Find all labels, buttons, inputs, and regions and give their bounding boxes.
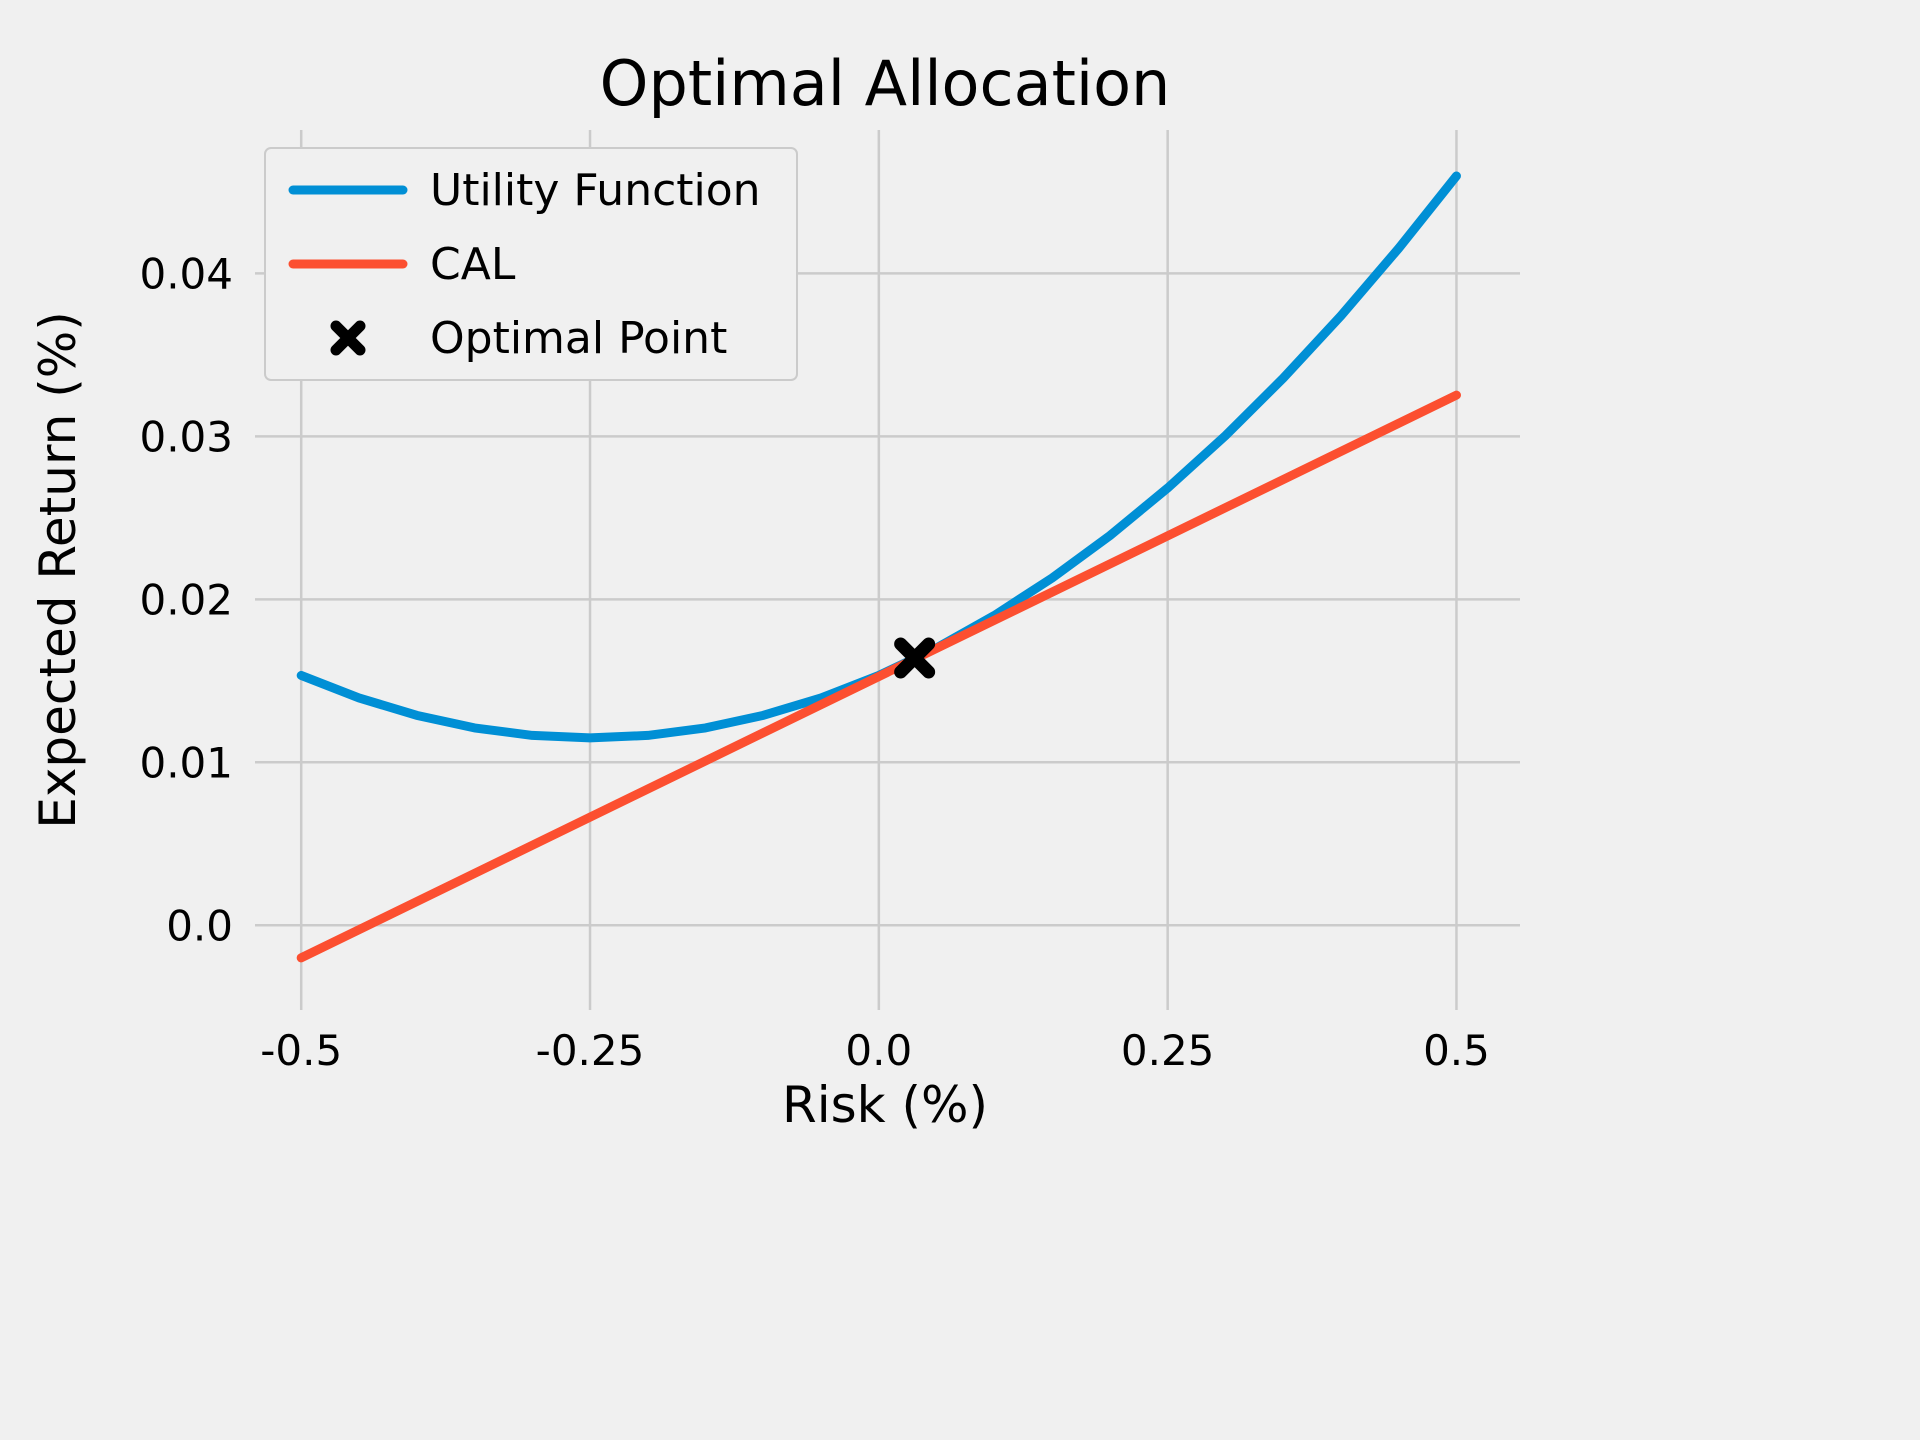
series-lines [296,171,1461,963]
legend-label: CAL [430,239,516,290]
legend-label: Utility Function [430,165,761,216]
x-tick-label: 0.0 [845,1026,912,1075]
x-tick-label: -0.25 [536,1026,645,1075]
legend: Utility Function CAL Optimal Point [264,147,798,381]
y-axis-label: Expected Return (%) [29,311,87,829]
optimal-marker [894,637,936,679]
legend-box [264,147,798,381]
cal-line [296,390,1461,963]
y-tick-label: 0.03 [139,412,233,461]
y-tick-label: 0.01 [139,738,233,787]
y-tick-labels: 0.0 0.01 0.02 0.03 0.04 [139,249,233,950]
y-tick-label: 0.0 [166,901,233,950]
x-tick-label: -0.5 [260,1026,342,1075]
x-tick-labels: -0.5 -0.25 0.0 0.25 0.5 [260,1026,1490,1075]
legend-label: Optimal Point [430,313,727,364]
legend-sample-optimal [330,320,366,356]
x-axis-label: Risk (%) [782,1076,988,1134]
y-tick-label: 0.02 [139,575,233,624]
y-tick-label: 0.04 [139,249,233,298]
x-tick-label: 0.5 [1423,1026,1490,1075]
x-tick-label: 0.25 [1121,1026,1215,1075]
chart-title: Optimal Allocation [600,47,1171,120]
